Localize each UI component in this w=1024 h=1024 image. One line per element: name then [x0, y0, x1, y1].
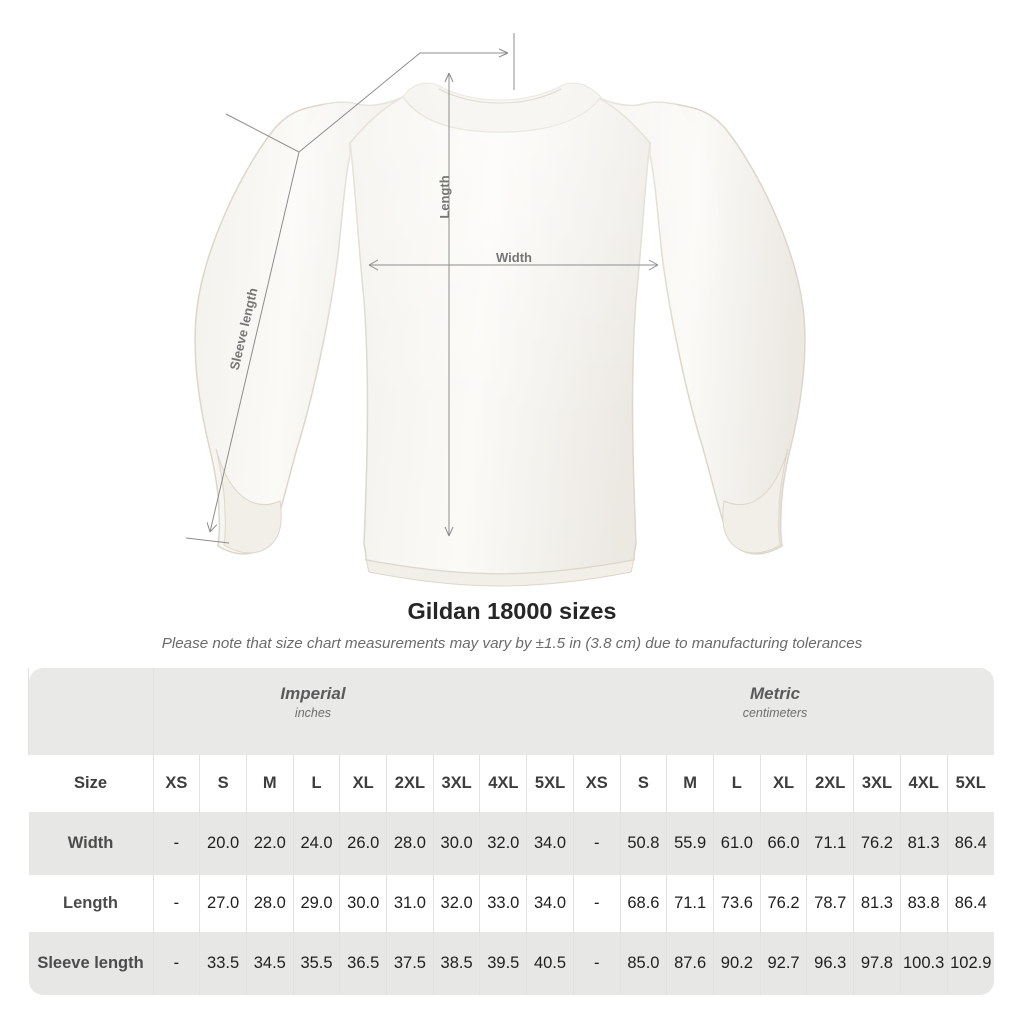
svg-text:Width: Width: [496, 250, 532, 265]
svg-text:Length: Length: [437, 175, 452, 218]
